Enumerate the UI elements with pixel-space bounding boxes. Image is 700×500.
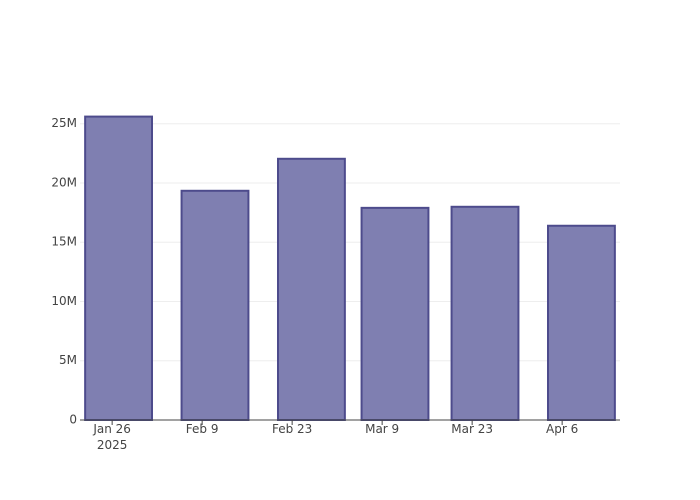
x-tick-label: Mar 9 [365,422,400,436]
bar [547,224,616,421]
bar [180,189,250,421]
y-tick-label: 15M [51,235,77,249]
bar [84,115,153,421]
y-tick-label: 0 [69,413,77,427]
x-tick-label: Apr 6 [546,422,579,436]
x-tick-label: Feb 9 [185,422,219,436]
bar [450,205,520,421]
y-tick-label: 25M [51,116,77,130]
y-tick-label: 20M [51,175,77,189]
bar [360,206,430,421]
x-tick-label: Feb 23 [271,422,313,436]
y-tick-label: 5M [59,353,77,367]
bar [277,157,346,421]
x-tick-label: Jan 26 2025 [93,422,131,452]
y-tick-label: 10M [51,294,77,308]
x-tick-label: Mar 23 [451,422,493,436]
